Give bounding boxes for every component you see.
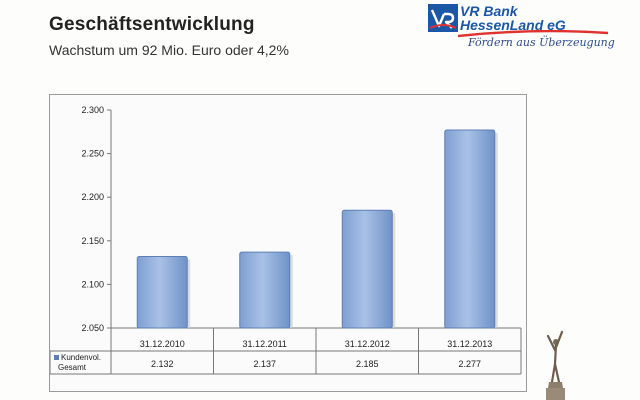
legend-key-label: Kundenvol. bbox=[61, 353, 101, 362]
page-title: Geschäftsentwicklung bbox=[49, 14, 255, 35]
data-label: 2.185 bbox=[356, 359, 379, 369]
bar-chart: 2.050 2.100 2.150 2.200 2.250 2.300 31.12.2010… bbox=[50, 105, 522, 375]
y-tick-label: 2.150 bbox=[81, 236, 104, 246]
data-label: 2.277 bbox=[458, 359, 481, 369]
page-subtitle: Wachstum um 92 Mio. Euro oder 4,2% bbox=[49, 42, 289, 58]
x-category-label: 31.12.2011 bbox=[243, 339, 287, 349]
vr-logo-icon bbox=[428, 4, 458, 32]
y-tick-label: 2.200 bbox=[81, 192, 104, 202]
legend-key-swatch bbox=[54, 355, 59, 360]
bar bbox=[444, 129, 496, 329]
logo-slogan: Fördern aus Überzeugung bbox=[468, 36, 615, 49]
bar bbox=[239, 251, 291, 329]
y-tick-label: 2.050 bbox=[81, 323, 104, 333]
bar bbox=[136, 255, 188, 329]
x-category-label: 31.12.2010 bbox=[140, 339, 185, 349]
x-category-label: 31.12.2013 bbox=[447, 339, 492, 349]
bank-logo: VR Bank HessenLand eG Fördern aus Überze… bbox=[428, 4, 618, 54]
logo-line2: HessenLand eG bbox=[460, 17, 566, 33]
y-tick-label: 2.250 bbox=[81, 149, 104, 159]
y-tick-label: 2.300 bbox=[81, 105, 104, 115]
bar bbox=[341, 209, 393, 329]
legend-key-label: Gesamt bbox=[58, 363, 87, 372]
logo-swoosh bbox=[458, 30, 608, 38]
y-tick-label: 2.100 bbox=[81, 279, 104, 289]
x-category-label: 31.12.2012 bbox=[345, 339, 390, 349]
statue-figurine-icon bbox=[546, 330, 565, 400]
chart-frame: 2.050 2.100 2.150 2.200 2.250 2.300 31.12.2010… bbox=[49, 94, 527, 392]
data-label: 2.137 bbox=[253, 359, 276, 369]
data-label: 2.132 bbox=[151, 359, 174, 369]
logo-line1: VR Bank bbox=[460, 3, 518, 19]
